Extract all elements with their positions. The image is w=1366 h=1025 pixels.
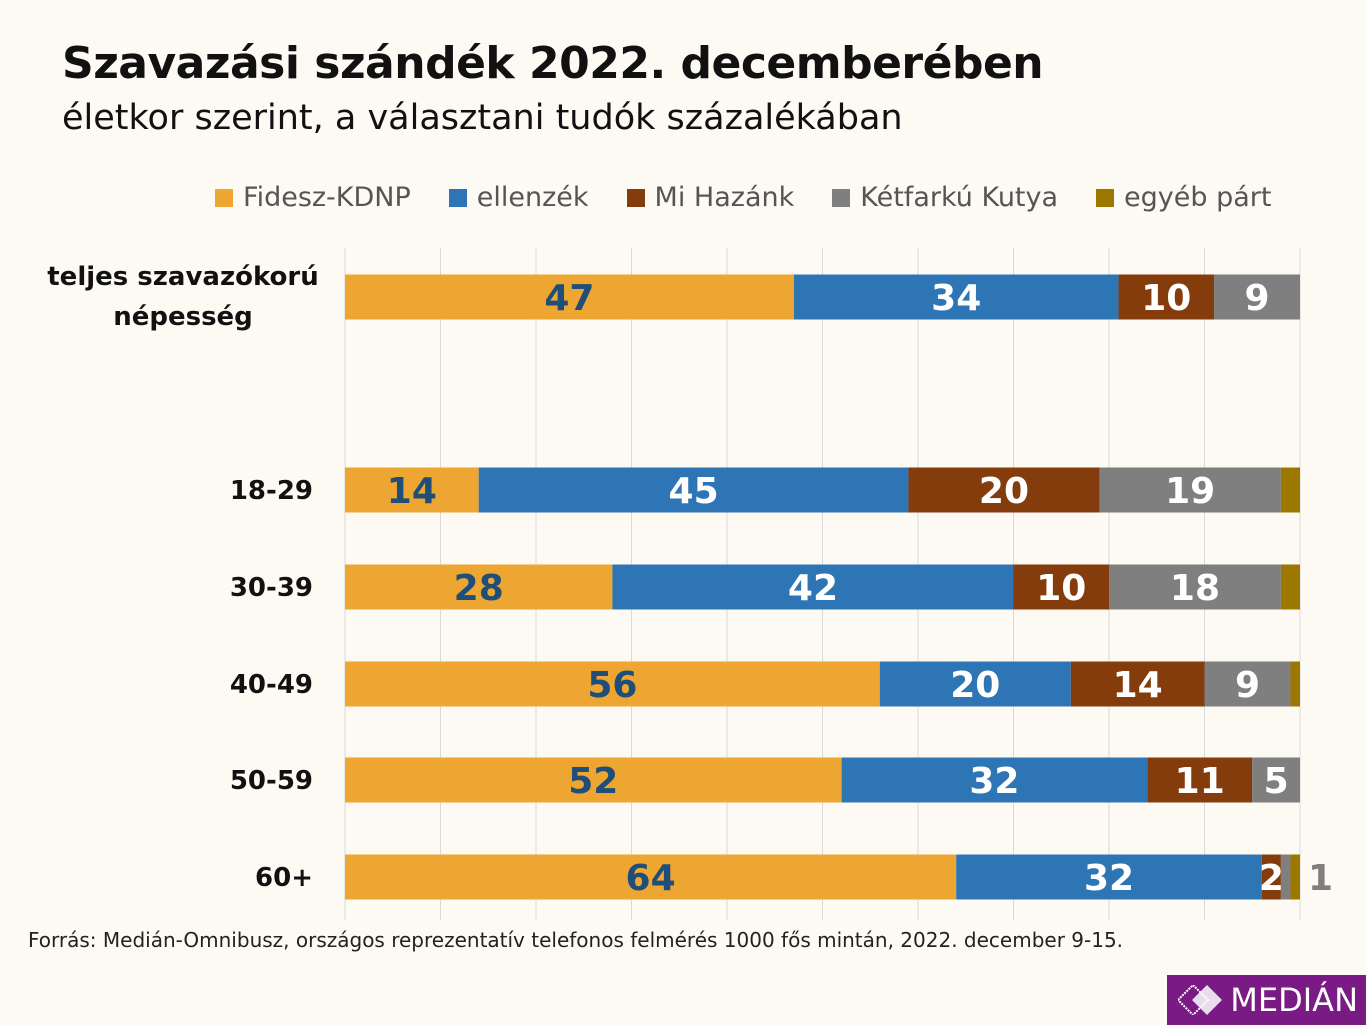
bar-segment xyxy=(345,661,880,707)
data-label: 10 xyxy=(1036,568,1086,609)
legend-item: Fidesz-KDNP xyxy=(215,182,411,213)
data-label: 9 xyxy=(1235,665,1260,706)
bar-segment xyxy=(1261,854,1281,900)
bar-segment xyxy=(345,854,957,900)
legend-swatch xyxy=(215,188,233,207)
category-label: teljes szavazókorú népesség xyxy=(47,262,318,332)
legend-label: Fidesz-KDNP xyxy=(243,182,411,213)
legend-item: Kétfarkú Kutya xyxy=(832,182,1058,213)
category-label: 50-59 xyxy=(230,766,313,796)
data-label: 11 xyxy=(1175,761,1225,802)
bar-segment xyxy=(1280,854,1291,900)
data-label: 2 xyxy=(1259,858,1284,899)
legend-label: egyéb párt xyxy=(1124,182,1272,213)
bar-segment xyxy=(478,467,909,513)
data-label: 42 xyxy=(788,568,838,609)
data-label: 34 xyxy=(931,278,981,319)
bar-segment xyxy=(908,467,1100,513)
bar-segment xyxy=(345,467,479,513)
data-label: 18 xyxy=(1170,568,1220,609)
legend-label: Mi Hazánk xyxy=(654,182,795,213)
bar-segment xyxy=(841,757,1148,803)
category-label: 60+ xyxy=(255,863,313,893)
bar-segment xyxy=(956,854,1262,900)
data-label: 32 xyxy=(1084,858,1134,899)
bar-segment xyxy=(879,661,1071,707)
data-label: 19 xyxy=(1165,471,1215,512)
bar-segment xyxy=(793,274,1119,320)
bar-segment xyxy=(1109,564,1281,610)
data-label: 1 xyxy=(1308,858,1333,899)
chart-title: Szavazási szándék 2022. decemberében xyxy=(62,38,1044,89)
bar-segment xyxy=(1118,274,1215,320)
bar-segment xyxy=(1280,564,1300,610)
bar-segment xyxy=(1013,564,1109,610)
legend-label: Kétfarkú Kutya xyxy=(860,182,1059,213)
legend-swatch xyxy=(448,188,467,207)
category-label: 40-49 xyxy=(230,670,313,700)
legend-item: Mi Hazánk xyxy=(626,182,795,213)
data-label: 45 xyxy=(669,471,719,512)
bar-segment xyxy=(345,757,842,803)
source-note: Forrás: Medián-Omnibusz, országos reprez… xyxy=(28,928,1124,952)
data-label: 47 xyxy=(544,278,594,319)
data-label: 32 xyxy=(969,761,1019,802)
bar-segment xyxy=(1204,661,1291,707)
bar-segment xyxy=(1070,661,1205,707)
logo-text: MEDIÁN xyxy=(1230,981,1358,1019)
data-label: 52 xyxy=(568,761,618,802)
data-label: 56 xyxy=(587,665,637,706)
legend-label: ellenzék xyxy=(476,182,589,213)
bar-segment xyxy=(1099,467,1281,513)
data-label: 14 xyxy=(387,471,437,512)
data-label: 28 xyxy=(454,568,504,609)
legend-swatch xyxy=(832,188,851,207)
bar-segment xyxy=(1280,467,1300,513)
data-label: 9 xyxy=(1244,278,1269,319)
data-label: 5 xyxy=(1264,761,1289,802)
category-label: 30-39 xyxy=(230,573,313,603)
diamond-logo-icon xyxy=(1178,985,1223,1015)
legend-swatch xyxy=(1096,188,1115,207)
data-label: 64 xyxy=(626,858,676,899)
legend-item: egyéb párt xyxy=(1096,182,1271,213)
bar-segment xyxy=(1290,854,1300,900)
category-label: 18-29 xyxy=(230,476,313,506)
bar-segment xyxy=(345,564,613,610)
legend: Fidesz-KDNP ellenzék Mi Hazánk Kétfarkú Kut… xyxy=(215,182,1271,213)
legend-swatch xyxy=(626,188,645,207)
data-label: 14 xyxy=(1113,665,1163,706)
median-logo: MEDIÁN xyxy=(1167,975,1366,1025)
bar-segment xyxy=(345,274,794,320)
data-label: 20 xyxy=(950,665,1000,706)
bar-segment xyxy=(1214,274,1300,320)
data-label: 10 xyxy=(1141,278,1191,319)
bar-segment xyxy=(1290,661,1300,707)
chart-subtitle: életkor szerint, a választani tudók száz… xyxy=(62,98,903,138)
legend-item: ellenzék xyxy=(448,182,589,213)
bar-segment xyxy=(1147,757,1253,803)
data-label: 20 xyxy=(979,471,1029,512)
bar-segment xyxy=(612,564,1014,610)
bar-segment xyxy=(1252,757,1300,803)
